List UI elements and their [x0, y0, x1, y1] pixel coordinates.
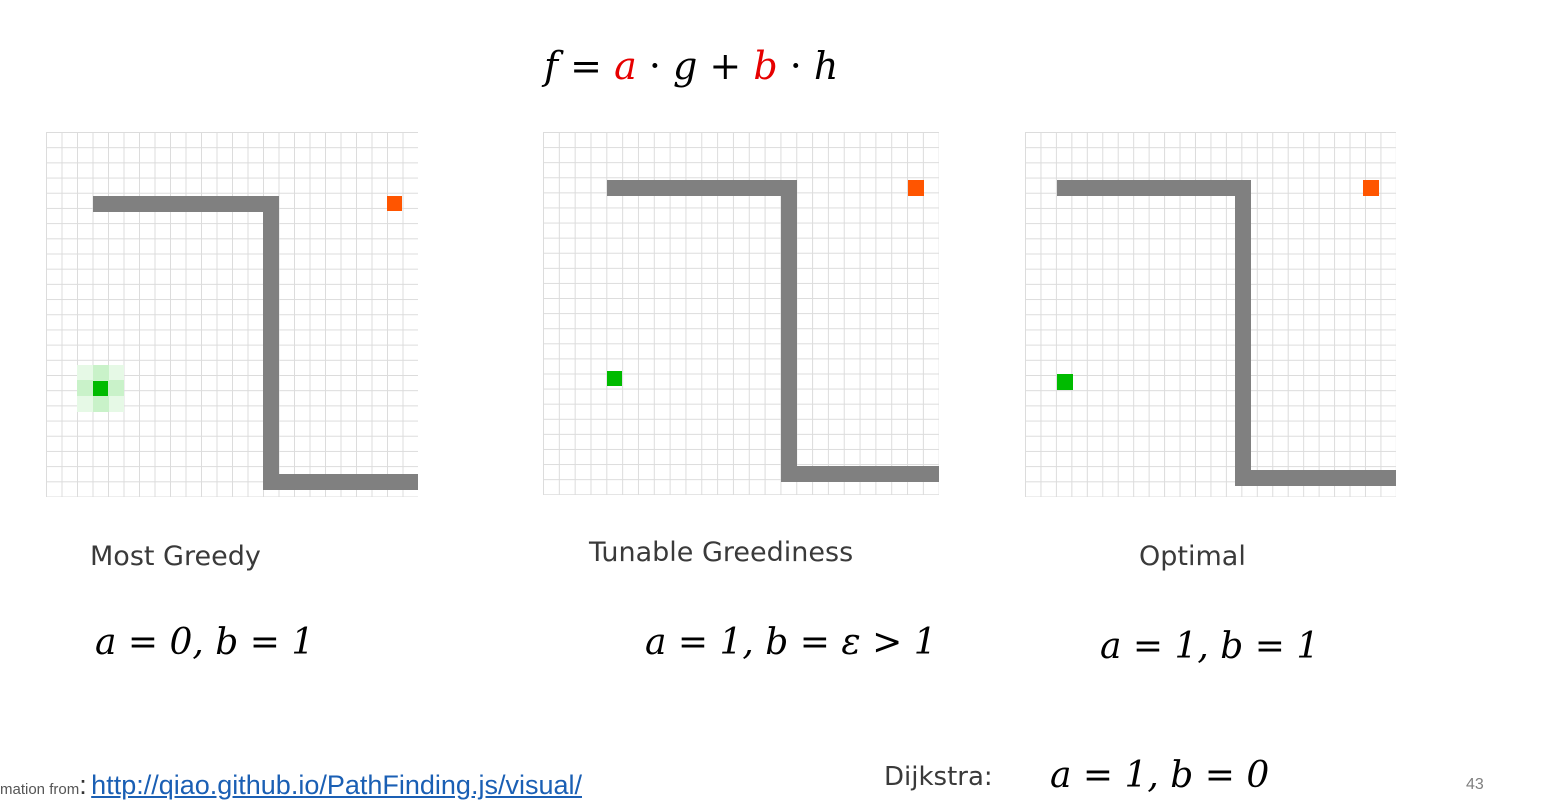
wall-top: [1057, 180, 1251, 196]
start-cell: [1057, 374, 1073, 390]
formula-dot-2: ·: [777, 44, 814, 88]
params-dijkstra: a = 1, b = 0: [1050, 755, 1270, 796]
formula-plus: +: [697, 44, 754, 88]
wall-vertical: [781, 180, 797, 482]
formula-h: h: [813, 44, 839, 88]
grid-optimal: [1025, 132, 1396, 497]
wall-vertical: [263, 196, 279, 490]
params-tunable-greediness: a = 1, b = ε > 1: [645, 622, 937, 663]
dijkstra-label: Dijkstra: [884, 762, 984, 792]
wall-vertical: [1235, 180, 1251, 486]
label-most-greedy: Most Greedy: [90, 541, 261, 572]
goal-cell: [908, 180, 924, 196]
pathfinding-link[interactable]: http://qiao.github.io/PathFinding.js/vis…: [91, 770, 582, 800]
formula-g: g: [672, 44, 698, 88]
wall-bottom: [781, 466, 939, 482]
formula-dot-1: ·: [636, 44, 673, 88]
formula-eq: =: [558, 44, 615, 88]
formula: f = a · g + b · h: [544, 44, 838, 88]
formula-a: a: [614, 44, 637, 88]
page-number: 43: [1466, 776, 1484, 793]
params-optimal: a = 1, b = 1: [1100, 626, 1320, 667]
label-tunable-greediness: Tunable Greediness: [589, 537, 854, 568]
footer-credit: mation from: http://qiao.github.io/PathF…: [0, 770, 582, 801]
grid-most-greedy: [46, 132, 418, 497]
wall-bottom: [1235, 470, 1396, 486]
start-cell: [93, 381, 108, 396]
params-most-greedy: a = 0, b = 1: [95, 622, 315, 663]
footer-prefix: mation from: [0, 781, 80, 798]
start-cell: [607, 371, 622, 386]
dijkstra-note: Dijkstra:: [884, 762, 993, 792]
label-optimal: Optimal: [1139, 541, 1246, 572]
grid-tunable-greediness: [543, 132, 939, 495]
goal-cell: [1363, 180, 1379, 196]
footer-colon: :: [79, 770, 87, 800]
dijkstra-colon: :: [983, 762, 993, 792]
goal-cell: [387, 196, 402, 211]
wall-top: [93, 196, 279, 212]
wall-top: [607, 180, 797, 196]
formula-b: b: [753, 44, 778, 88]
formula-f: f: [544, 44, 559, 88]
wall-bottom: [263, 474, 418, 490]
